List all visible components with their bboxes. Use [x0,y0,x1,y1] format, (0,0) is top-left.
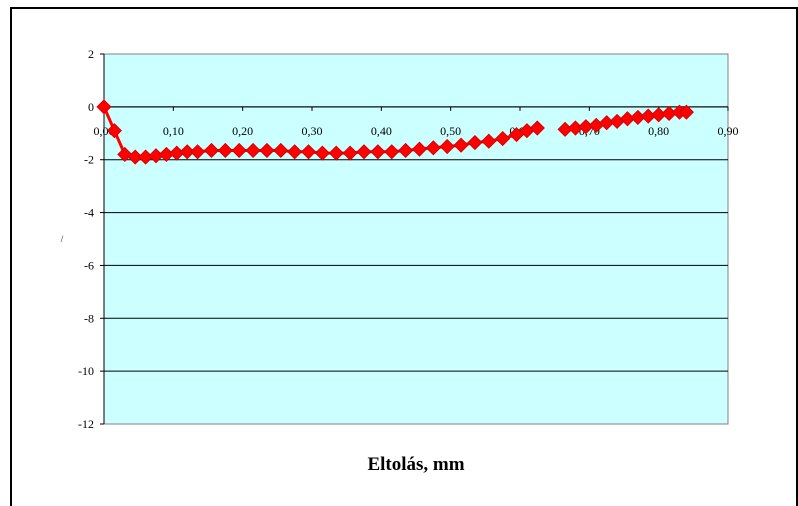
y-tick-label: -8 [84,311,94,325]
series-markers [96,99,694,165]
data-point [179,144,195,160]
data-point [231,142,247,159]
data-point [411,141,428,157]
data-point [273,142,289,159]
data-point [495,131,511,147]
x-tick-label: 0,80 [648,124,669,138]
y-tick-label: -12 [78,417,94,431]
data-point [287,144,303,160]
x-tick-label: 0,10 [163,124,184,138]
x-tick-label: 0,30 [302,124,323,138]
data-point [439,138,455,155]
data-point [190,144,206,160]
x-axis-title: Eltolás, mm [367,454,464,475]
x-tick-label: 0,00 [94,124,115,138]
x-tick-label: 0,40 [371,124,392,138]
data-point [529,120,545,136]
data-point [217,142,233,159]
data-point [467,134,483,151]
data-point [398,142,414,159]
data-point [356,144,372,160]
y-tick-label: -6 [84,258,94,272]
data-point [384,144,400,160]
data-point [425,140,441,156]
y-tick-label: 2 [88,47,94,61]
data-point [245,142,261,159]
data-point [453,137,469,153]
data-point [481,133,497,149]
data-point [106,123,122,139]
y-axis-ticks: 2 0 -2 -4 -6 -8 -10 -12 [78,47,104,431]
data-point [314,145,330,161]
data-point [370,144,386,160]
data-point [203,142,220,159]
x-tick-label: 0,90 [718,124,739,138]
data-point [678,104,694,120]
y-tick-label: -4 [84,206,94,220]
data-point [259,142,275,159]
x-tick-label: 0,50 [440,124,461,138]
y-tick-label: -10 [78,364,94,378]
data-point [117,146,133,162]
data-point [127,149,143,165]
y-tick-label: 0 [88,100,94,114]
plot-area [103,53,729,425]
data-point [96,99,112,115]
data-point [342,145,358,161]
data-point [328,145,344,161]
data-point [300,144,317,160]
x-tick-label: 0,20 [232,124,253,138]
y-axis-title: / [61,234,64,244]
y-tick-label: -2 [84,153,94,167]
